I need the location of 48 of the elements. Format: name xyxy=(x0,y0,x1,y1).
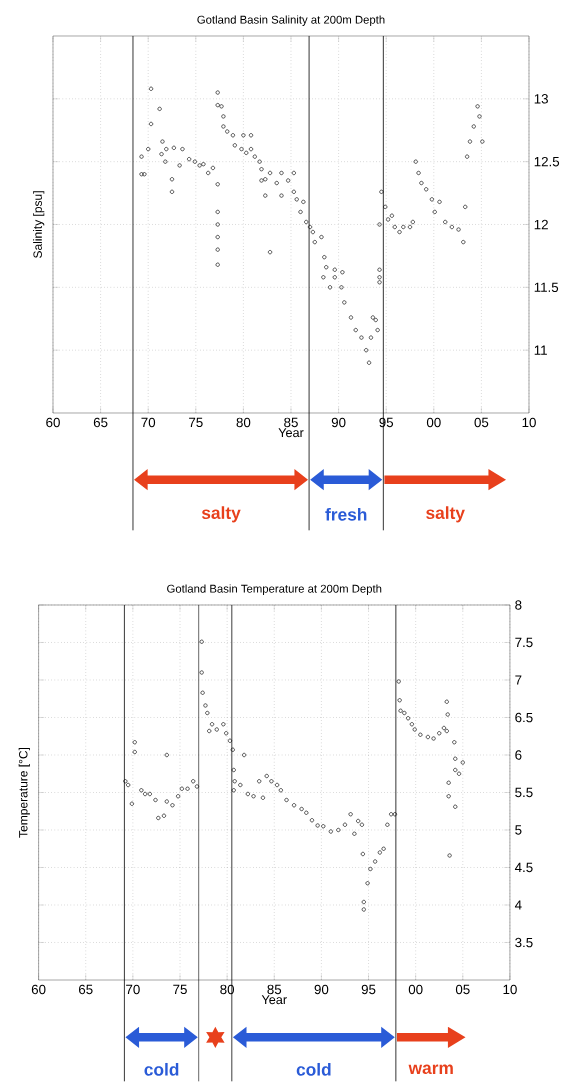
x-tick-label: 85 xyxy=(284,417,298,428)
x-tick-label: 70 xyxy=(141,417,156,428)
y-tick-label: 11 xyxy=(534,345,547,355)
text: cold xyxy=(296,1062,331,1076)
x-tick-label: 75 xyxy=(173,984,187,995)
y-tick-label: 8 xyxy=(515,600,522,610)
x-tick-label: 05 xyxy=(474,417,489,428)
x-tick-label: 85 xyxy=(267,984,282,995)
x-tick-label: 00 xyxy=(426,417,441,428)
x-axis-title: Year xyxy=(278,428,304,438)
y-tick-label: 5 xyxy=(515,825,522,835)
y-axis-title: Salinity [psu] xyxy=(33,191,45,258)
y-tick-label: 3.5 xyxy=(515,937,533,948)
y-tick-label: 7 xyxy=(515,675,522,685)
x-tick-label: 65 xyxy=(93,417,108,428)
y-axis-title: Temperature [°C] xyxy=(18,747,30,838)
y-tick-label: 6 xyxy=(515,750,522,760)
x-tick-label: 60 xyxy=(46,417,60,428)
y-tick-label: 13 xyxy=(534,94,548,104)
y-tick-label: 12.5 xyxy=(534,156,560,167)
x-tick-label: 60 xyxy=(31,984,46,995)
text: cold xyxy=(144,1062,179,1076)
y-tick-label: 7.5 xyxy=(515,637,533,648)
x-tick-label: 80 xyxy=(220,984,235,995)
x-tick-label: 65 xyxy=(78,984,93,995)
y-tick-label: 4 xyxy=(514,900,522,910)
text: salty xyxy=(201,506,241,523)
x-tick-label: 70 xyxy=(126,984,140,995)
text: fresh xyxy=(325,507,367,521)
y-tick-label: 5.5 xyxy=(515,787,533,798)
x-tick-label: 75 xyxy=(189,417,203,427)
text: warm xyxy=(408,1064,453,1075)
text: salty xyxy=(426,506,465,523)
x-tick-label: 90 xyxy=(331,417,346,428)
x-tick-label: 05 xyxy=(455,984,470,995)
y-tick-label: 4.5 xyxy=(514,862,533,873)
y-tick-label: 11.5 xyxy=(534,282,559,292)
x-tick-label: 00 xyxy=(408,984,423,995)
y-tick-label: 6.5 xyxy=(515,712,533,723)
x-tick-label: 90 xyxy=(314,984,329,995)
chart-title: Gotland Basin Salinity at 200m Depth xyxy=(197,15,385,26)
x-tick-label: 95 xyxy=(361,984,376,995)
y-tick-label: 12 xyxy=(534,219,548,230)
x-axis-title: Year xyxy=(261,995,287,1005)
chart-title: Gotland Basin Temperature at 200m Depth xyxy=(167,584,382,595)
x-tick-label: 10 xyxy=(503,984,517,995)
x-tick-label: 80 xyxy=(236,417,251,428)
x-tick-label: 10 xyxy=(522,417,536,428)
